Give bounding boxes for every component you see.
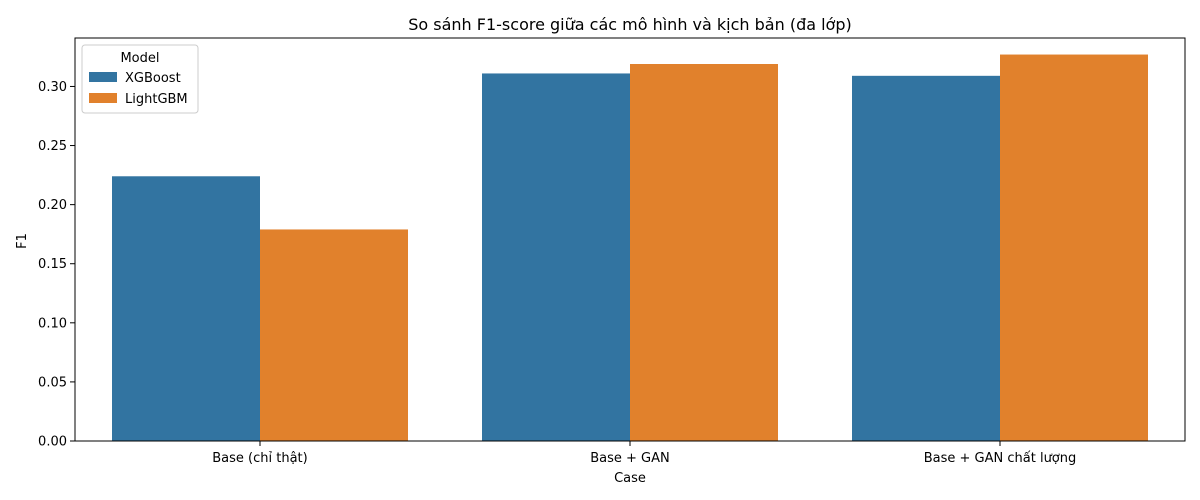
plot-frame: [74, 37, 1186, 442]
y-axis-label: F1: [15, 233, 30, 249]
y-tick-label: 0.05: [38, 375, 67, 390]
x-tick-label: Base + GAN chất lượng: [924, 451, 1077, 466]
legend-label-xgboost: XGBoost: [125, 71, 181, 86]
y-tick-label: 0.10: [38, 316, 67, 331]
y-tick-label: 0.25: [38, 139, 67, 154]
legend-label-lightgbm: LightGBM: [125, 92, 188, 107]
y-axis: 0.00 0.05 0.10 0.15 0.20 0.25 0.30: [38, 80, 75, 450]
legend-swatch-xgboost: [89, 72, 117, 82]
x-tick-label: Base + GAN: [590, 451, 670, 466]
bars-group: [112, 54, 1148, 442]
y-tick-label: 0.00: [38, 435, 67, 450]
y-tick-label: 0.20: [38, 198, 67, 213]
bar-xgboost-3: [852, 75, 1000, 442]
bar-xgboost-2: [482, 73, 630, 442]
y-tick-label: 0.15: [38, 257, 67, 272]
bar-lightgbm-1: [260, 229, 408, 441]
bar-xgboost-1: [112, 176, 260, 442]
x-axis-label: Case: [614, 471, 646, 486]
legend: Model XGBoost LightGBM: [81, 44, 199, 114]
legend-title: Model: [120, 51, 159, 66]
bar-lightgbm-2: [630, 64, 778, 441]
legend-swatch-lightgbm: [89, 93, 117, 103]
x-axis: Base (chỉ thật) Base + GAN Base + GAN chất…: [212, 441, 1076, 466]
chart-title: So sánh F1-score giữa các mô hình và kịc…: [408, 15, 852, 34]
y-tick-label: 0.30: [38, 80, 67, 95]
bar-lightgbm-3: [1000, 54, 1148, 441]
x-tick-label: Base (chỉ thật): [212, 451, 307, 466]
